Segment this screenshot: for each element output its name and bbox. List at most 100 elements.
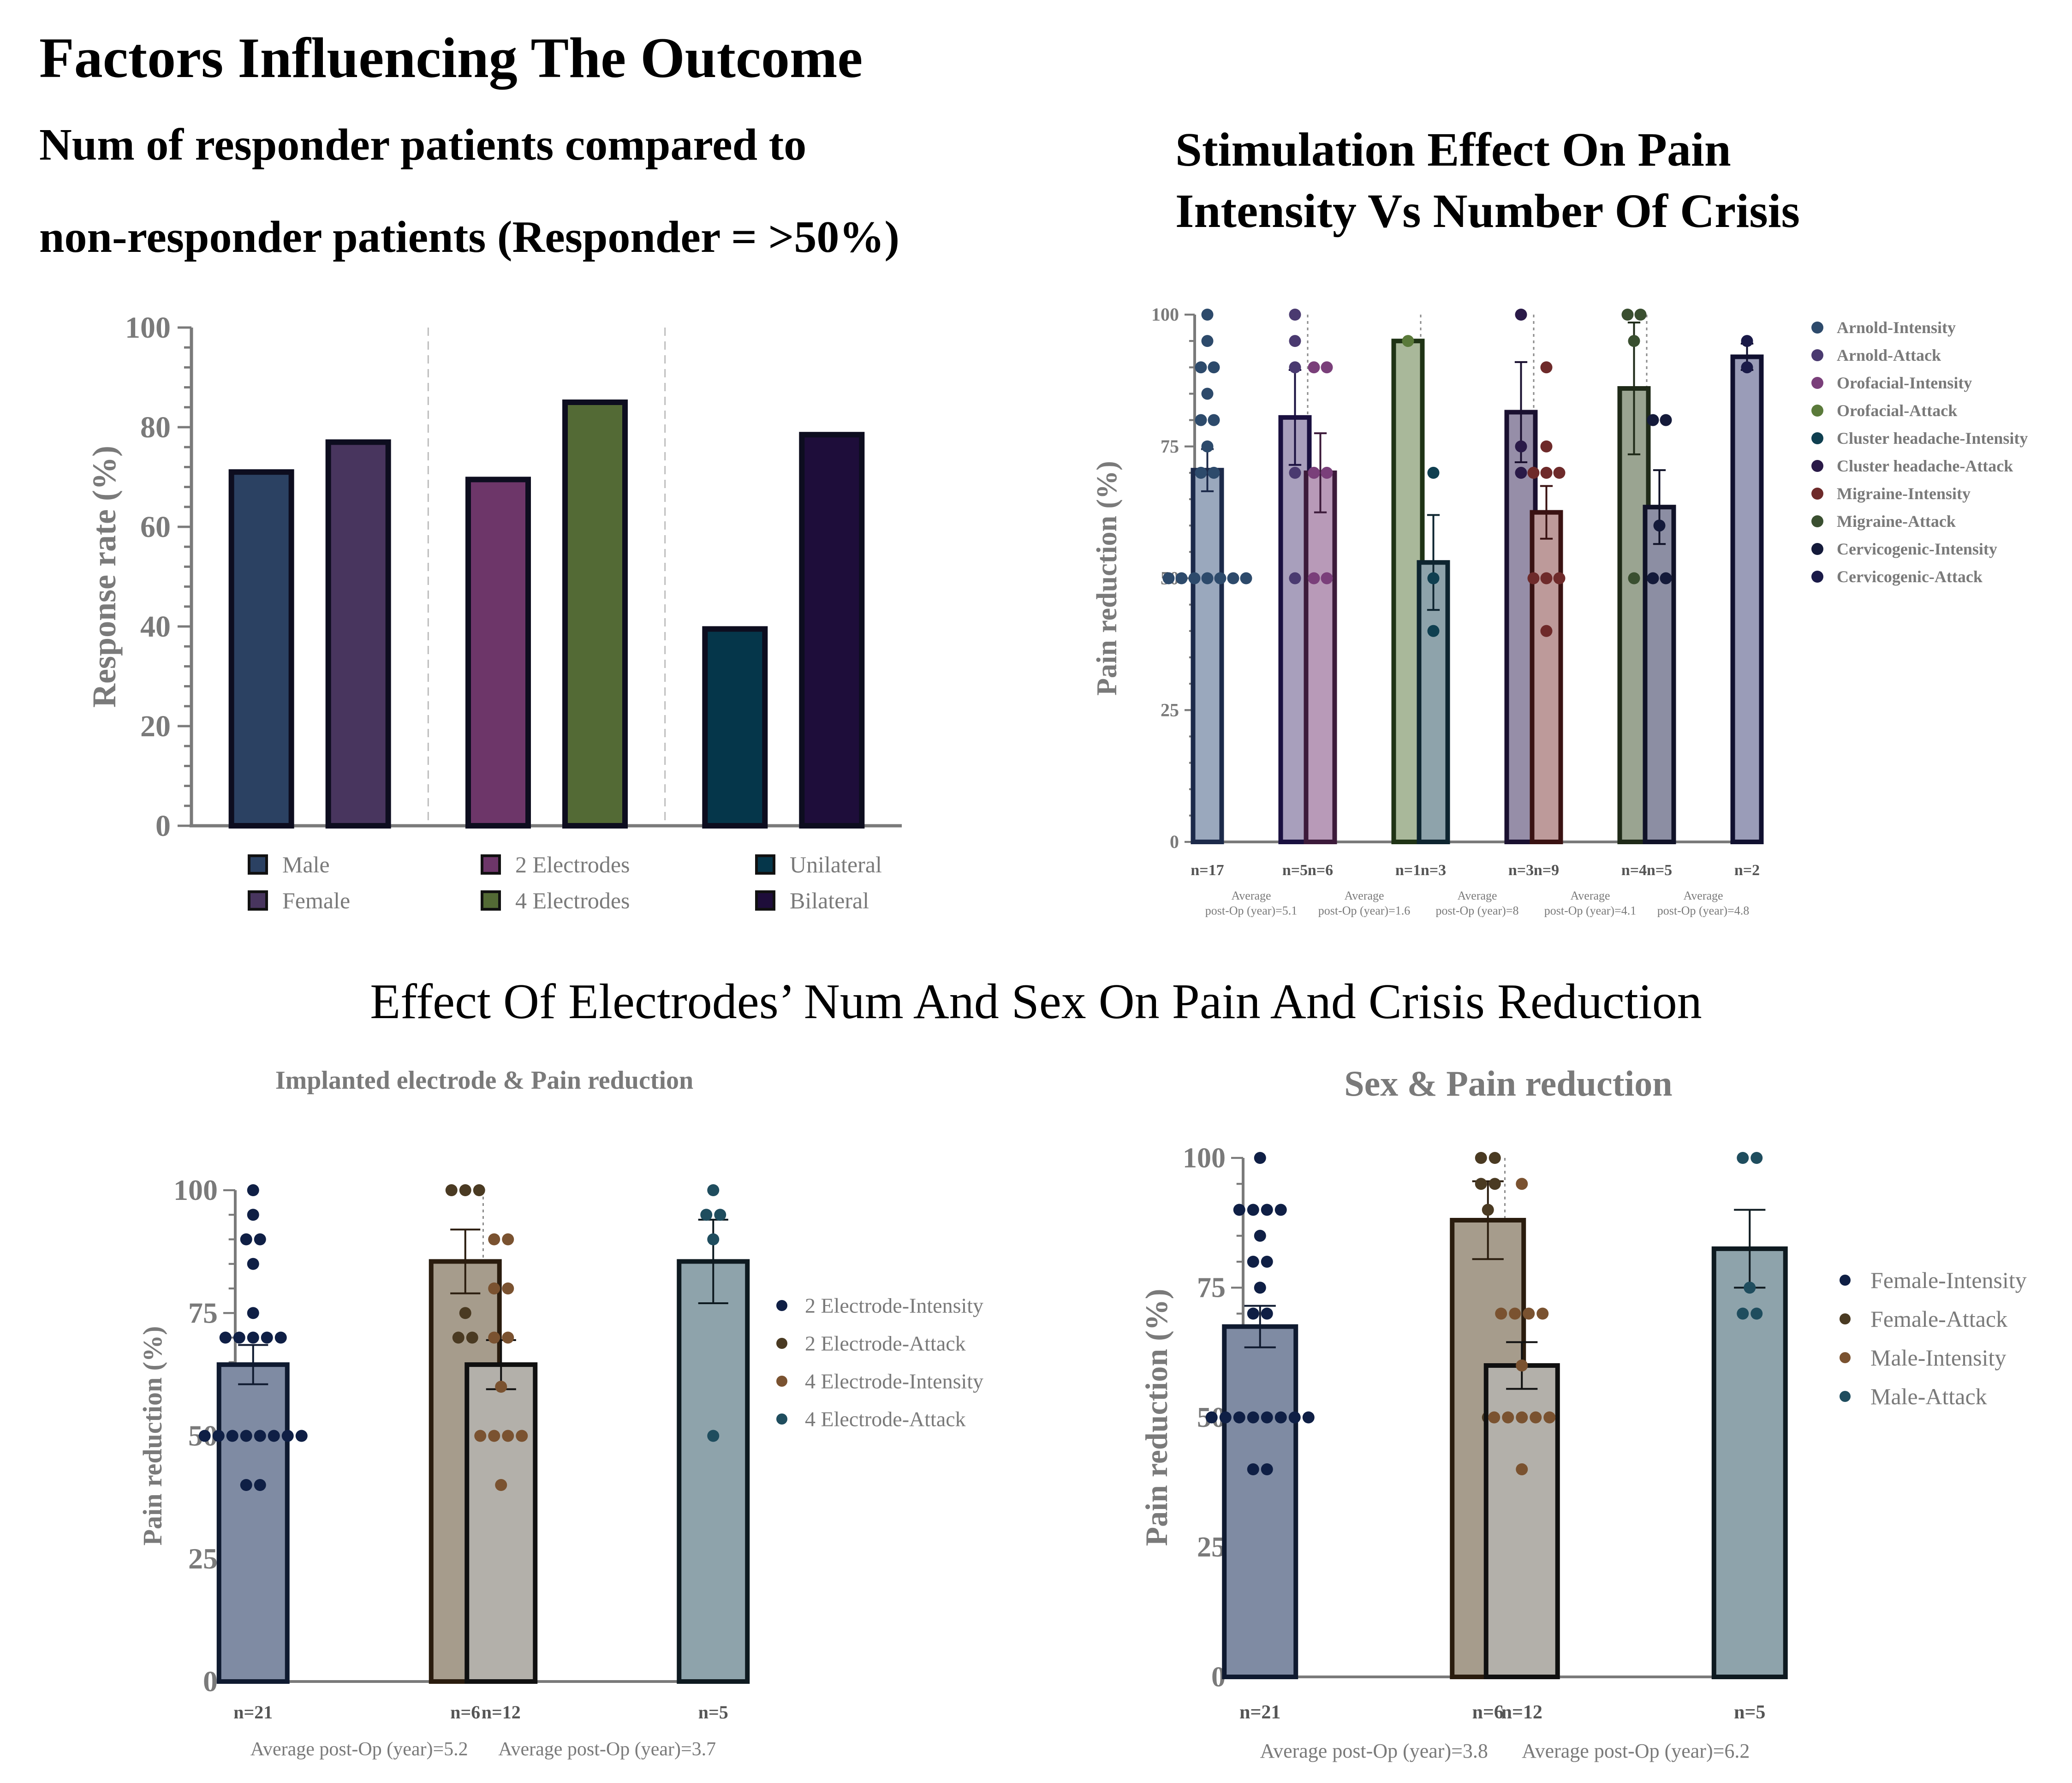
y-tick-label: 0 [155, 809, 171, 843]
data-point [1308, 466, 1320, 479]
n-label: n=12 [1501, 1702, 1542, 1723]
legend-marker [1811, 543, 1823, 555]
data-point [516, 1430, 528, 1442]
legend-label: Bilateral [790, 888, 869, 913]
legend-marker [776, 1338, 787, 1349]
data-point [707, 1184, 720, 1196]
right-title-line-2: Intensity Vs Number Of Crisis [1175, 185, 1800, 238]
n-label: n=6 [1308, 862, 1333, 879]
y-tick-label: 60 [140, 510, 171, 544]
bar [228, 469, 294, 829]
data-point [1201, 335, 1214, 347]
data-point [1488, 1411, 1500, 1424]
legend-swatch [248, 890, 268, 911]
subtitle-line-2: non-responder patients (Responder = >50%… [39, 212, 899, 262]
data-point [274, 1331, 287, 1344]
legend-label: Male-Attack [1870, 1383, 1987, 1409]
data-point [459, 1184, 471, 1196]
data-point [1254, 1229, 1266, 1242]
data-point [1523, 1307, 1535, 1320]
data-point [1289, 309, 1301, 321]
legend-marker [776, 1413, 787, 1425]
data-point [1201, 388, 1214, 400]
legend-marker [1840, 1313, 1851, 1324]
data-point [1254, 1152, 1266, 1164]
data-point [1553, 466, 1566, 479]
data-point [240, 1430, 252, 1442]
data-point [247, 1307, 259, 1319]
bar [1222, 1324, 1298, 1679]
n-label: n=5 [1647, 862, 1672, 879]
data-point [254, 1479, 266, 1491]
middle-title: Effect Of Electrodes’ Num And Sex On Pai… [370, 974, 1702, 1029]
footer-line-1: Average [1457, 889, 1497, 902]
footer-line-1: Average [1344, 889, 1384, 902]
data-point [502, 1430, 514, 1442]
data-point [1540, 440, 1553, 453]
data-point [707, 1233, 720, 1246]
legend-marker [1811, 322, 1823, 334]
y-tick-label: 100 [1151, 304, 1179, 325]
data-point [1427, 466, 1440, 479]
legend-swatch [248, 854, 268, 875]
y-tick-label: 75 [188, 1296, 218, 1329]
n-label: n=3 [1508, 862, 1534, 879]
data-point [1540, 625, 1553, 637]
subtitle-line-1: Num of responder patients compared to [39, 120, 807, 170]
data-point [1308, 361, 1320, 374]
footer-label: Average post-Op (year)=3.8 [1260, 1740, 1488, 1762]
data-point [1621, 309, 1634, 321]
data-point [1660, 572, 1672, 584]
data-point [1647, 414, 1659, 426]
legend-marker [1811, 460, 1823, 472]
bar [562, 400, 628, 829]
legend-label: Migraine-Attack [1837, 512, 1956, 531]
right-title-line-1: Stimulation Effect On Pain [1175, 123, 1731, 176]
data-point [459, 1307, 471, 1319]
data-point [1219, 1411, 1232, 1424]
data-point [1233, 1204, 1245, 1216]
data-point [1540, 572, 1553, 584]
data-point [1744, 1282, 1756, 1294]
data-point [1188, 572, 1201, 584]
legend-label: 4 Electrode-Attack [805, 1407, 966, 1431]
bar [799, 432, 865, 829]
bar [216, 1362, 290, 1684]
data-point [1540, 466, 1553, 479]
y-tick-label: 20 [140, 710, 171, 743]
data-point [1261, 1204, 1273, 1216]
data-point [1274, 1204, 1287, 1216]
legend-marker [1840, 1275, 1851, 1286]
bar [1711, 1246, 1788, 1679]
data-point [1247, 1204, 1259, 1216]
data-point [1741, 361, 1753, 374]
n-label: n=6 [1472, 1702, 1504, 1723]
data-point [219, 1331, 232, 1344]
data-point [1427, 572, 1440, 584]
data-point [1402, 335, 1414, 347]
n-label: n=9 [1534, 862, 1559, 879]
data-point [1737, 1307, 1749, 1320]
bar [702, 626, 768, 829]
bar [325, 439, 391, 829]
data-point [1247, 1256, 1259, 1268]
data-point [247, 1258, 259, 1270]
data-point [495, 1381, 507, 1393]
n-label: n=1 [1395, 862, 1421, 879]
y-tick-label: 75 [1161, 436, 1179, 457]
footer-line-2: post-Op (year)=8 [1436, 904, 1519, 918]
data-point [1289, 335, 1301, 347]
legend-label: Arnold-Intensity [1837, 318, 1956, 337]
data-point [488, 1233, 500, 1246]
data-point [473, 1184, 485, 1196]
footer-line-1: Average [1683, 889, 1723, 902]
data-point [1540, 361, 1553, 374]
data-point [1527, 572, 1540, 584]
footer-line-1: Average [1570, 889, 1610, 902]
legend-label: Male [282, 852, 330, 877]
footer-label: Average post-Op (year)=5.2 [250, 1739, 468, 1760]
legend-label: 2 Electrodes [515, 852, 630, 877]
data-point [1516, 1360, 1528, 1372]
footer-label: Average post-Op (year)=3.7 [498, 1739, 716, 1760]
data-point [1482, 1204, 1494, 1216]
